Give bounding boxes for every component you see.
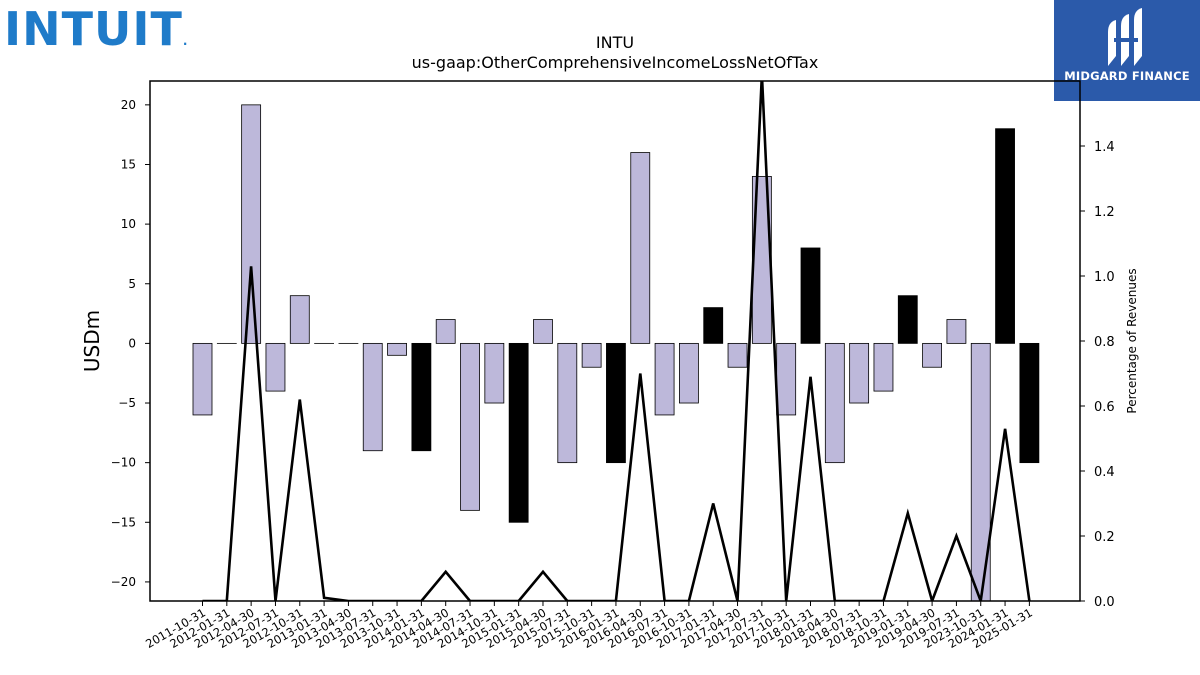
y-tick-label: −10 [111,456,136,470]
chart-title: INTU [596,33,634,52]
bar [557,342,578,464]
y2-tick-label: 0.2 [1094,530,1115,545]
y-axis-left: −20 −15 −10 −5 0 5 10 15 20 [111,98,150,589]
y-tick-label: 15 [121,157,136,171]
bar [289,295,310,344]
bar [922,342,942,368]
bar-series [192,104,1040,602]
bar [533,319,553,344]
bar [776,342,797,416]
y2-tick-label: 1.0 [1094,270,1115,285]
y-tick-label: 10 [121,217,136,231]
bar [897,295,918,344]
bar [873,342,894,392]
midgard-finance-label: MIDGARD FINANCE [1064,69,1190,83]
y-axis-label: USDm [80,310,104,372]
y-tick-label: −15 [111,515,136,529]
bar [824,342,845,464]
bar [435,319,456,344]
bar [484,342,505,404]
intuit-logo: INTUIT. [4,2,188,56]
bar [849,342,870,404]
x-axis: 2011-10-312012-01-312012-04-302012-07-31… [143,601,1035,651]
bar [703,307,724,344]
bar [679,342,699,404]
bar [460,342,480,511]
bar [1019,342,1040,464]
bar [800,247,821,344]
bar [192,342,213,416]
y-axis-right: 0.0 0.2 0.4 0.6 0.8 1.0 1.2 1.4 [1080,140,1115,610]
bar [654,342,675,416]
chart-subtitle: us-gaap:OtherComprehensiveIncomeLossNetO… [412,53,819,72]
bar [727,342,748,368]
bar [995,128,1015,344]
plot-frame [149,80,1081,602]
bar [946,319,967,344]
intuit-logo-mark: . [182,34,189,48]
bar [241,104,262,344]
line-series [202,81,1031,601]
y2-tick-label: 0.6 [1094,400,1115,415]
y-tick-label: 0 [128,336,136,350]
bar [362,342,383,452]
bar [411,342,432,452]
y2-tick-label: 0.0 [1094,595,1115,610]
y-tick-label: −5 [118,396,136,410]
midgard-emblem-icon [1108,8,1142,66]
y-tick-label: 5 [128,277,136,291]
y-tick-label: 20 [121,98,136,112]
y2-tick-label: 0.4 [1094,465,1115,480]
intuit-logo-text: INTUIT [4,2,183,56]
y2-axis-label: Percentage of Revenues [1125,268,1139,413]
bar [606,342,626,464]
bar [265,342,286,392]
bar [387,342,407,356]
y2-tick-label: 1.2 [1094,205,1115,220]
y2-tick-label: 0.8 [1094,335,1115,350]
bar [630,152,651,344]
bar [508,342,529,523]
percentage-line [202,81,1031,601]
bar [581,342,602,368]
y-tick-label: −20 [111,575,136,589]
y2-tick-label: 1.4 [1094,140,1115,155]
midgard-finance-logo: MIDGARD FINANCE [1054,0,1200,101]
